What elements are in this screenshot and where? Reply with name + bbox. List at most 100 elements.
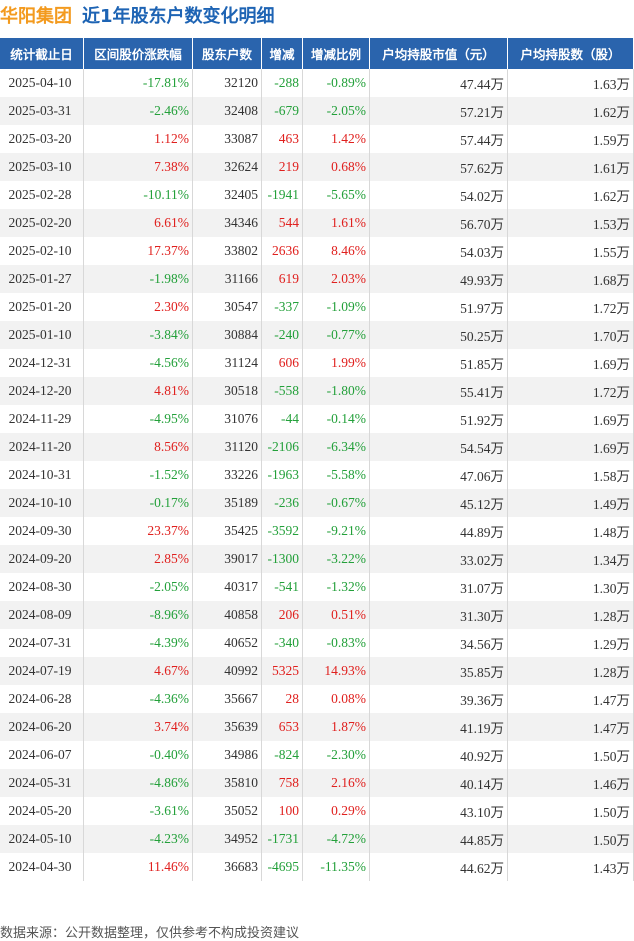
table-cell: 1.70万 <box>508 321 634 349</box>
table-cell: 2024-10-31 <box>0 461 84 489</box>
table-cell: 40.14万 <box>370 769 508 797</box>
table-cell: 1.55万 <box>508 237 634 265</box>
table-cell: 1.43万 <box>508 853 634 881</box>
table-cell: -236 <box>262 489 303 517</box>
table-cell: 2024-10-10 <box>0 489 84 517</box>
table-cell: 6.61% <box>84 209 193 237</box>
table-cell: 33087 <box>193 125 262 153</box>
table-cell: 1.61% <box>303 209 370 237</box>
page-title: 近1年股东户数变化明细 <box>82 6 275 27</box>
table-cell: -3.61% <box>84 797 193 825</box>
table-cell: 7.38% <box>84 153 193 181</box>
table-row: 2024-06-28 -4.36% 35667 28 0.08% 39.36万 1.47万 <box>0 685 634 713</box>
table-cell: -2.30% <box>303 741 370 769</box>
table-row: 2024-07-31 -4.39% 40652 -340 -0.83% 34.56万 1.2… <box>0 629 634 657</box>
table-cell: -288 <box>262 69 303 97</box>
table-cell: 8.56% <box>84 433 193 461</box>
table-cell: -0.40% <box>84 741 193 769</box>
table-cell: 44.89万 <box>370 517 508 545</box>
table-row: 2025-01-20 2.30% 30547 -337 -1.09% 51.97万 1.72… <box>0 293 634 321</box>
table-cell: 100 <box>262 797 303 825</box>
column-header: 户均持股数（股） <box>508 38 634 69</box>
table-cell: 2.16% <box>303 769 370 797</box>
table-cell: -44 <box>262 405 303 433</box>
table-cell: 31.30万 <box>370 601 508 629</box>
table-row: 2025-03-31 -2.46% 32408 -679 -2.05% 57.21万 1.6… <box>0 97 634 125</box>
table-cell: 34346 <box>193 209 262 237</box>
title: 华阳集团 近1年股东户数变化明细 <box>0 2 275 28</box>
table-row: 2025-01-27 -1.98% 31166 619 2.03% 49.93万 1.68万 <box>0 265 634 293</box>
table-cell: -1731 <box>262 825 303 853</box>
table-cell: -4.23% <box>84 825 193 853</box>
table-cell: 54.54万 <box>370 433 508 461</box>
table-cell: -240 <box>262 321 303 349</box>
table-cell: 35425 <box>193 517 262 545</box>
table-cell: 35639 <box>193 713 262 741</box>
table-cell: 1.29万 <box>508 629 634 657</box>
table-cell: 619 <box>262 265 303 293</box>
table-cell: 1.62万 <box>508 97 634 125</box>
table-cell: 606 <box>262 349 303 377</box>
table-cell: 1.59万 <box>508 125 634 153</box>
table-cell: 44.85万 <box>370 825 508 853</box>
table-cell: 2024-07-31 <box>0 629 84 657</box>
table-cell: 57.21万 <box>370 97 508 125</box>
table-cell: 219 <box>262 153 303 181</box>
table-cell: 1.58万 <box>508 461 634 489</box>
table-cell: 2024-09-30 <box>0 517 84 545</box>
table-cell: -3592 <box>262 517 303 545</box>
table-cell: -8.96% <box>84 601 193 629</box>
table-cell: 45.12万 <box>370 489 508 517</box>
table-cell: 5325 <box>262 657 303 685</box>
table-cell: -0.67% <box>303 489 370 517</box>
table-cell: 39.36万 <box>370 685 508 713</box>
table-cell: -541 <box>262 573 303 601</box>
table-cell: 33.02万 <box>370 545 508 573</box>
table-cell: 2024-05-10 <box>0 825 84 853</box>
table-cell: 1.99% <box>303 349 370 377</box>
table-cell: 2024-08-09 <box>0 601 84 629</box>
table-row: 2025-02-20 6.61% 34346 544 1.61% 56.70万 1.53万 <box>0 209 634 237</box>
table-cell: 44.62万 <box>370 853 508 881</box>
table-cell: 2025-02-28 <box>0 181 84 209</box>
table-cell: 47.44万 <box>370 69 508 97</box>
table-cell: 51.85万 <box>370 349 508 377</box>
table-cell: 2025-04-10 <box>0 69 84 97</box>
table-row: 2025-02-10 17.37% 33802 2636 8.46% 54.03万 1.55… <box>0 237 634 265</box>
company-name: 华阳集团 <box>0 6 72 27</box>
table-cell: -4.72% <box>303 825 370 853</box>
table-cell: 0.08% <box>303 685 370 713</box>
table-cell: 32120 <box>193 69 262 97</box>
table-cell: 57.44万 <box>370 125 508 153</box>
table-cell: 30518 <box>193 377 262 405</box>
table-cell: -2106 <box>262 433 303 461</box>
table-cell: 40858 <box>193 601 262 629</box>
table-row: 2024-04-30 11.46% 36683 -4695 -11.35% 44.62万 1… <box>0 853 634 881</box>
table-cell: -0.17% <box>84 489 193 517</box>
table-cell: 1.72万 <box>508 293 634 321</box>
table-row: 2024-05-31 -4.86% 35810 758 2.16% 40.14万 1.46万 <box>0 769 634 797</box>
table-cell: 36683 <box>193 853 262 881</box>
table-cell: -0.83% <box>303 629 370 657</box>
table-cell: -4695 <box>262 853 303 881</box>
table-cell: -0.77% <box>303 321 370 349</box>
table-cell: 1.28万 <box>508 601 634 629</box>
table-row: 2024-05-10 -4.23% 34952 -1731 -4.72% 44.85万 1.… <box>0 825 634 853</box>
table-cell: 3.74% <box>84 713 193 741</box>
column-header: 股东户数 <box>193 38 262 69</box>
table-cell: -4.56% <box>84 349 193 377</box>
table-row: 2024-10-10 -0.17% 35189 -236 -0.67% 45.12万 1.4… <box>0 489 634 517</box>
table-cell: 544 <box>262 209 303 237</box>
table-cell: 39017 <box>193 545 262 573</box>
table-cell: 17.37% <box>84 237 193 265</box>
table-cell: 40317 <box>193 573 262 601</box>
table-cell: 32405 <box>193 181 262 209</box>
table-cell: 1.42% <box>303 125 370 153</box>
table-cell: 31166 <box>193 265 262 293</box>
table-cell: -4.95% <box>84 405 193 433</box>
table-cell: 2024-06-28 <box>0 685 84 713</box>
table-cell: 14.93% <box>303 657 370 685</box>
table-cell: 2024-05-20 <box>0 797 84 825</box>
table-cell: 2024-09-20 <box>0 545 84 573</box>
table-cell: 1.87% <box>303 713 370 741</box>
